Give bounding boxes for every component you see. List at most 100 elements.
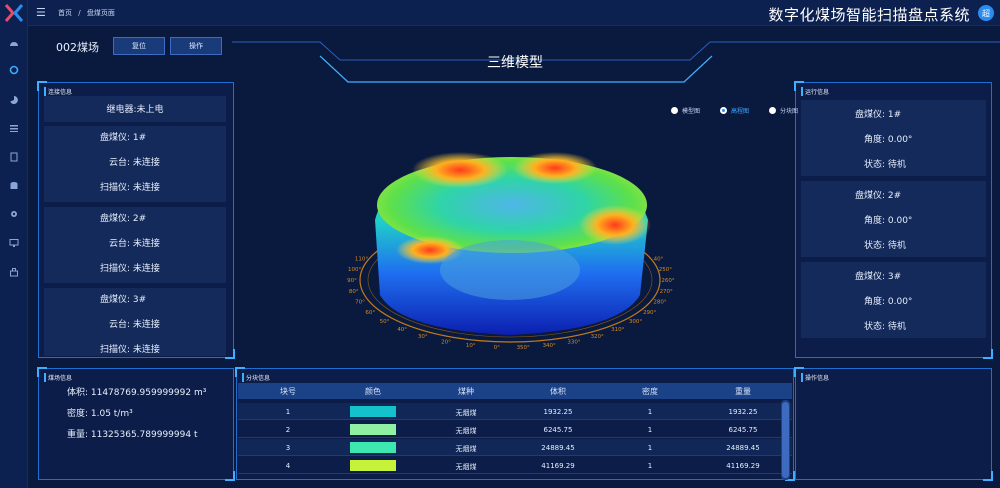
app-logo bbox=[4, 4, 24, 22]
cell-block-no: 2 bbox=[285, 426, 291, 434]
operate-button[interactable]: 操作 bbox=[170, 37, 222, 55]
monitor-icon[interactable] bbox=[6, 235, 22, 251]
status-value: 待机 bbox=[887, 241, 906, 251]
cell-weight: 6245.75 bbox=[728, 426, 758, 434]
database-icon[interactable] bbox=[6, 178, 22, 194]
cell-coal-type: 无烟煤 bbox=[455, 445, 477, 453]
angle-label: 角度: bbox=[863, 135, 885, 145]
menu-toggle-icon[interactable]: ☰ bbox=[36, 6, 46, 19]
list-icon[interactable] bbox=[6, 120, 22, 136]
table-row[interactable]: 1 无烟煤 1932.25 1 1932.25 bbox=[238, 403, 792, 420]
block-table-scrollbar[interactable] bbox=[781, 400, 790, 480]
cell-coal-type: 无烟煤 bbox=[455, 463, 477, 471]
status-value: 待机 bbox=[887, 160, 906, 170]
device-2-block bbox=[44, 207, 226, 283]
header-frame bbox=[232, 41, 1000, 83]
angle-value: 0.00° bbox=[887, 135, 913, 145]
cell-weight: 24889.45 bbox=[726, 444, 760, 452]
coal-pile-3d-view[interactable]: 110° 100° 90° 80° 70°60° 50° 40° 30° 20° 10° 0° 350… bbox=[330, 130, 690, 355]
gimbal-label: 云台: bbox=[108, 320, 130, 330]
pile-peak-center bbox=[513, 152, 597, 184]
run-device-3-angle: 角度: 0.00° bbox=[805, 294, 912, 307]
color-swatch bbox=[350, 442, 396, 453]
cell-density: 1 bbox=[647, 462, 653, 470]
device-id: 3# bbox=[132, 295, 147, 305]
status-label: 状态: bbox=[863, 160, 885, 170]
device-2-row: 盘煤仪: 2# bbox=[60, 211, 146, 224]
pile-hollow bbox=[440, 240, 580, 300]
view-option-label: 模型图 bbox=[682, 108, 701, 115]
cell-weight: 1932.25 bbox=[728, 408, 758, 416]
volume-label: 体积: bbox=[66, 388, 88, 398]
cell-density: 1 bbox=[647, 408, 653, 416]
breadcrumb: 首页 / 盘煤页面 bbox=[58, 8, 119, 18]
device-3-row: 盘煤仪: 3# bbox=[60, 292, 146, 305]
user-avatar[interactable]: 超 bbox=[978, 5, 994, 21]
radio-icon bbox=[671, 107, 678, 114]
operation-panel: 操作信息 bbox=[794, 367, 993, 481]
polar-tick-label: 330° bbox=[567, 339, 580, 345]
block-table-header: 块号 颜色 煤种 体积 密度 重量 bbox=[238, 383, 792, 399]
device-id: 3# bbox=[887, 272, 902, 282]
polar-tick-label: 60° bbox=[365, 310, 375, 316]
cell-weight: 41169.29 bbox=[726, 462, 760, 470]
dashboard-icon[interactable] bbox=[6, 36, 22, 52]
cell-block-no: 3 bbox=[285, 444, 291, 452]
gimbal-label: 云台: bbox=[108, 239, 130, 249]
run-device-2-status: 状态: 待机 bbox=[805, 238, 906, 251]
col-coal-type: 煤种 bbox=[458, 387, 474, 396]
angle-label: 角度: bbox=[863, 297, 885, 307]
col-volume: 体积 bbox=[550, 387, 566, 396]
reset-button[interactable]: 复位 bbox=[113, 37, 165, 55]
device-label: 盘煤仪: bbox=[99, 214, 130, 224]
table-row[interactable]: 2 无烟煤 6245.75 1 6245.75 bbox=[238, 421, 792, 438]
coal-info-body: 体积: 11478769.959999992 m³ 密度: 1.05 t/m³ … bbox=[42, 380, 230, 476]
view-option-block[interactable]: 分块图 bbox=[769, 106, 798, 115]
top-bar: ☰ 首页 / 盘煤页面 数字化煤场智能扫描盘点系统 超 bbox=[28, 0, 1000, 26]
relay-row-bg bbox=[44, 96, 226, 122]
gear-icon[interactable] bbox=[6, 206, 22, 222]
cell-volume: 1932.25 bbox=[543, 408, 573, 416]
device-2-gimbal: 云台: 未连接 bbox=[60, 236, 160, 249]
polar-tick-label: 40° bbox=[397, 327, 407, 333]
run-device-1-row: 盘煤仪: 1# bbox=[805, 107, 901, 120]
device-id: 2# bbox=[132, 214, 147, 224]
density-label: 密度: bbox=[66, 409, 88, 419]
user-icon[interactable] bbox=[6, 264, 22, 280]
polar-tick-label: 280° bbox=[653, 300, 666, 306]
run-device-1-status: 状态: 待机 bbox=[805, 157, 906, 170]
density-value: 1.05 t/m³ bbox=[90, 409, 133, 419]
run-device-2-angle: 角度: 0.00° bbox=[805, 213, 912, 226]
status-label: 状态: bbox=[863, 241, 885, 251]
cell-density: 1 bbox=[647, 426, 653, 434]
color-swatch bbox=[350, 424, 396, 435]
table-row[interactable]: 3 无烟煤 24889.45 1 24889.45 bbox=[238, 439, 792, 456]
weight-label: 重量: bbox=[66, 430, 88, 440]
scanner-value: 未连接 bbox=[132, 264, 160, 274]
scanner-value: 未连接 bbox=[132, 183, 160, 193]
gimbal-value: 未连接 bbox=[132, 239, 160, 249]
color-swatch bbox=[350, 406, 396, 417]
pie-chart-icon[interactable] bbox=[6, 92, 22, 108]
run-device-2-row: 盘煤仪: 2# bbox=[805, 188, 901, 201]
color-swatch bbox=[350, 460, 396, 471]
polar-tick-label: 20° bbox=[441, 339, 451, 345]
device-1-row: 盘煤仪: 1# bbox=[60, 130, 146, 143]
settings-gear-icon[interactable] bbox=[6, 62, 22, 78]
view-option-label: 高程图 bbox=[731, 108, 750, 115]
breadcrumb-home[interactable]: 首页 bbox=[58, 9, 72, 17]
view-option-model[interactable]: 模型图 bbox=[671, 106, 700, 115]
polar-tick-label: 320° bbox=[591, 334, 604, 340]
view-option-height[interactable]: 高程图 bbox=[720, 106, 749, 115]
table-row[interactable]: 4 无烟煤 41169.29 1 41169.29 bbox=[238, 457, 792, 474]
device-label: 盘煤仪: bbox=[99, 295, 130, 305]
run-panel: 运行信息 bbox=[794, 81, 993, 359]
status-label: 状态: bbox=[863, 322, 885, 332]
polar-tick-label: 50° bbox=[380, 319, 390, 325]
polar-tick-label: 40° bbox=[654, 256, 664, 262]
document-icon[interactable] bbox=[6, 149, 22, 165]
cell-coal-type: 无烟煤 bbox=[455, 427, 477, 435]
side-nav bbox=[0, 0, 28, 488]
scrollbar-thumb[interactable] bbox=[782, 402, 789, 478]
device-3-scanner: 扫描仪: 未连接 bbox=[60, 342, 160, 355]
